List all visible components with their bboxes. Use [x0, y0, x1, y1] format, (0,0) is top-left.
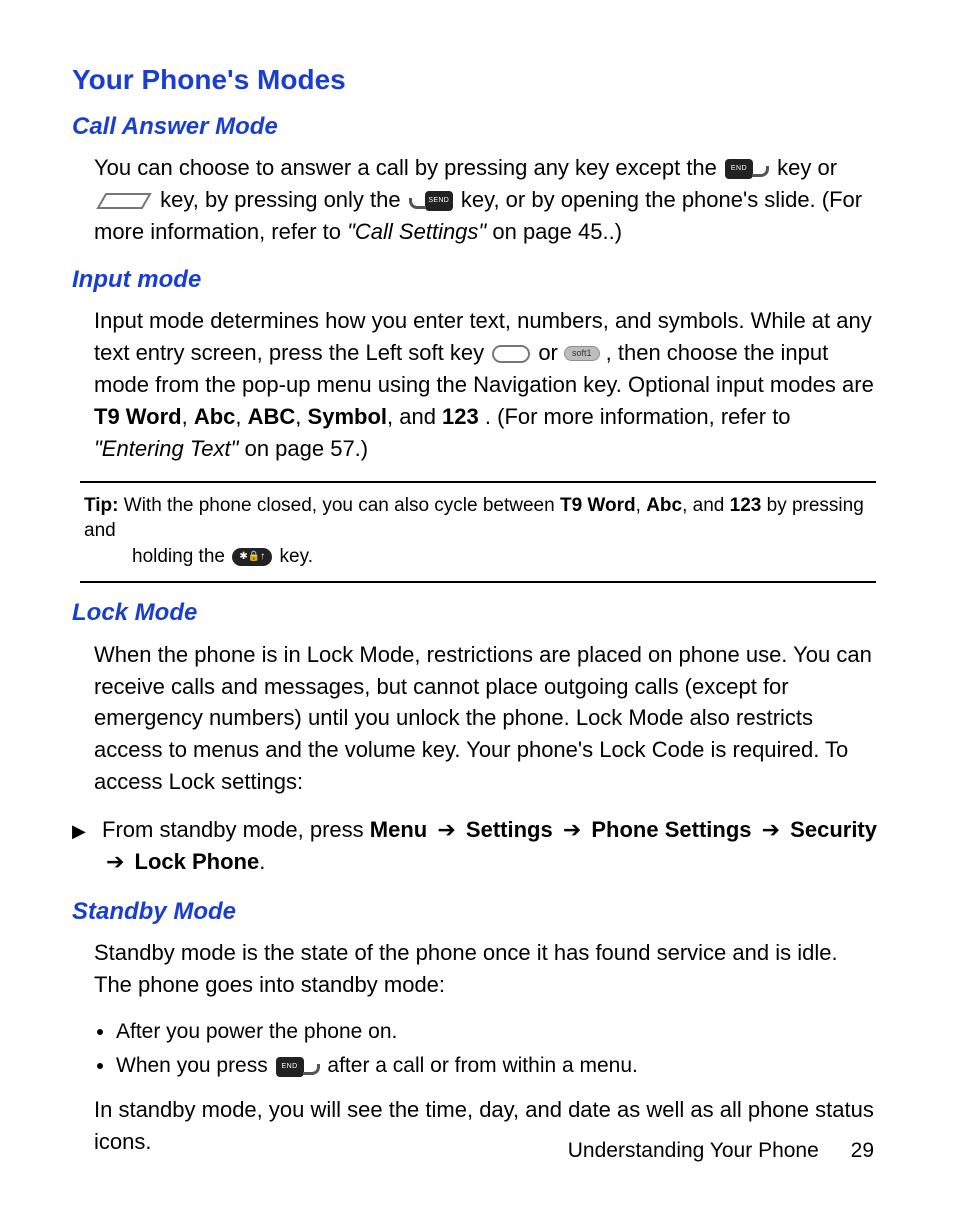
nav-settings: Settings [466, 817, 553, 842]
text: From standby mode, press [102, 817, 370, 842]
text: key or [777, 155, 837, 180]
tip-box: Tip: With the phone closed, you can also… [80, 481, 876, 584]
nav-sep: ➔ [758, 817, 791, 842]
nav-sep: ➔ [102, 849, 135, 874]
text: After you power the phone on. [116, 1020, 397, 1043]
heading-lock-mode: Lock Mode [72, 597, 884, 628]
nav-menu: Menu [370, 817, 427, 842]
nav-lock-phone: Lock Phone [135, 849, 260, 874]
para-standby-intro: Standby mode is the state of the phone o… [72, 937, 884, 1001]
text: You can choose to answer a call by press… [94, 155, 723, 180]
left-soft-key-pill-icon: soft1 [564, 346, 600, 361]
tip-line-2: holding the ✱🔒↑ key. [84, 544, 872, 570]
mode-abc-caps: ABC [248, 404, 296, 429]
text: on page 57.) [245, 436, 369, 461]
star-lock-key-icon: ✱🔒↑ [232, 548, 272, 566]
para-call-answer: You can choose to answer a call by press… [72, 152, 884, 248]
text: after a call or from within a menu. [327, 1054, 637, 1077]
text: or [538, 340, 564, 365]
footer-page-number: 29 [851, 1139, 874, 1163]
mode-t9: T9 Word [94, 404, 182, 429]
nav-sep: ➔ [433, 817, 466, 842]
text: key, by pressing only the [160, 187, 407, 212]
text: on page 45..) [492, 219, 622, 244]
para-lock-mode: When the phone is in Lock Mode, restrict… [72, 639, 884, 798]
nav-sep: ➔ [559, 817, 592, 842]
nav-security: Security [790, 817, 877, 842]
heading-call-answer: Call Answer Mode [72, 111, 884, 142]
nav-path: From standby mode, press Menu ➔ Settings… [102, 814, 884, 878]
text: . [259, 849, 265, 874]
bullet-arrow-icon: ▶ [72, 814, 102, 878]
text: holding the [132, 546, 230, 567]
page-footer: Understanding Your Phone 29 [568, 1139, 874, 1163]
para-input-mode: Input mode determines how you enter text… [72, 305, 884, 464]
mode-123: 123 [730, 495, 762, 516]
mode-t9: T9 Word [560, 495, 636, 516]
ref-call-settings: "Call Settings" [347, 219, 486, 244]
end-key-icon: END [725, 159, 769, 179]
heading-standby-mode: Standby Mode [72, 896, 884, 927]
mode-abc: Abc [646, 495, 682, 516]
end-key-icon: END [276, 1057, 320, 1077]
footer-section: Understanding Your Phone [568, 1139, 819, 1162]
list-item: When you press END after a call or from … [116, 1051, 884, 1081]
left-soft-key-outline-icon [492, 345, 530, 363]
mode-123: 123 [442, 404, 479, 429]
mode-symbol: Symbol [308, 404, 387, 429]
page: Your Phone's Modes Call Answer Mode You … [0, 0, 954, 1223]
lock-mode-nav-step: ▶ From standby mode, press Menu ➔ Settin… [72, 814, 884, 878]
list-item: After you power the phone on. [116, 1017, 884, 1047]
send-key-icon: SEND [409, 191, 453, 211]
text: . (For more information, refer to [485, 404, 791, 429]
text: When you press [116, 1054, 274, 1077]
tip-label: Tip: [84, 495, 118, 516]
heading-input-mode: Input mode [72, 264, 884, 295]
heading-modes: Your Phone's Modes [72, 62, 884, 97]
ref-entering-text: "Entering Text" [94, 436, 238, 461]
clr-key-icon [96, 192, 152, 210]
tip-line-1: Tip: With the phone closed, you can also… [84, 493, 872, 544]
text: key. [280, 546, 313, 567]
text: With the phone closed, you can also cycl… [124, 495, 560, 516]
mode-abc: Abc [194, 404, 236, 429]
standby-bullets: After you power the phone on. When you p… [72, 1017, 884, 1082]
nav-phone-settings: Phone Settings [591, 817, 751, 842]
